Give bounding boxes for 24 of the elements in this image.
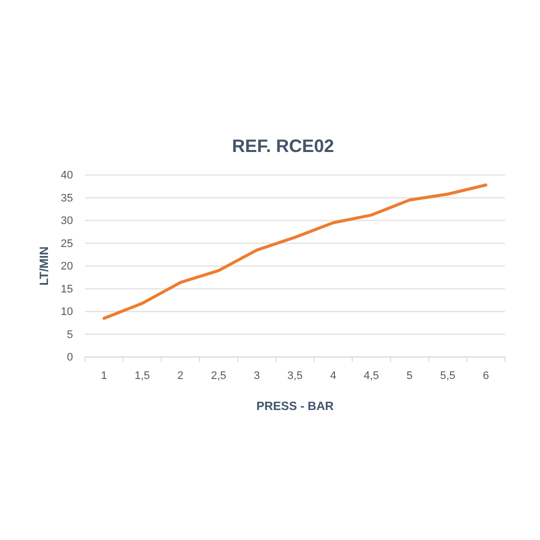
x-axis-title: PRESS - BAR [256, 399, 334, 413]
y-tick-label: 20 [60, 260, 73, 273]
y-tick-label: 0 [66, 352, 73, 364]
y-tick-label: 40 [60, 170, 73, 182]
x-tick-label: 3,5 [287, 370, 303, 382]
x-tick-label: 5,5 [440, 370, 456, 382]
y-tick-label: 30 [60, 215, 73, 228]
x-tick-label: 2 [177, 370, 184, 382]
x-tick-label: 4 [330, 370, 336, 382]
y-axis-title: LT/MIN [37, 246, 51, 286]
x-tick-label: 6 [482, 370, 489, 382]
x-tick-label: 5 [406, 370, 413, 382]
x-tick-label: 1 [101, 370, 108, 382]
x-tick-label: 3 [254, 370, 260, 382]
x-tick-label: 2,5 [210, 370, 226, 382]
y-tick-label: 25 [60, 238, 73, 250]
y-tick-label: 5 [66, 328, 73, 341]
line-series [102, 184, 488, 320]
x-tick-label: 4,5 [364, 370, 380, 382]
y-tick-label: 10 [60, 306, 73, 318]
chart-title: REF. RCE02 [232, 136, 334, 156]
y-tick-label: 15 [60, 283, 73, 296]
x-tick-label: 1,5 [134, 370, 150, 382]
y-tick-label: 35 [60, 192, 73, 204]
